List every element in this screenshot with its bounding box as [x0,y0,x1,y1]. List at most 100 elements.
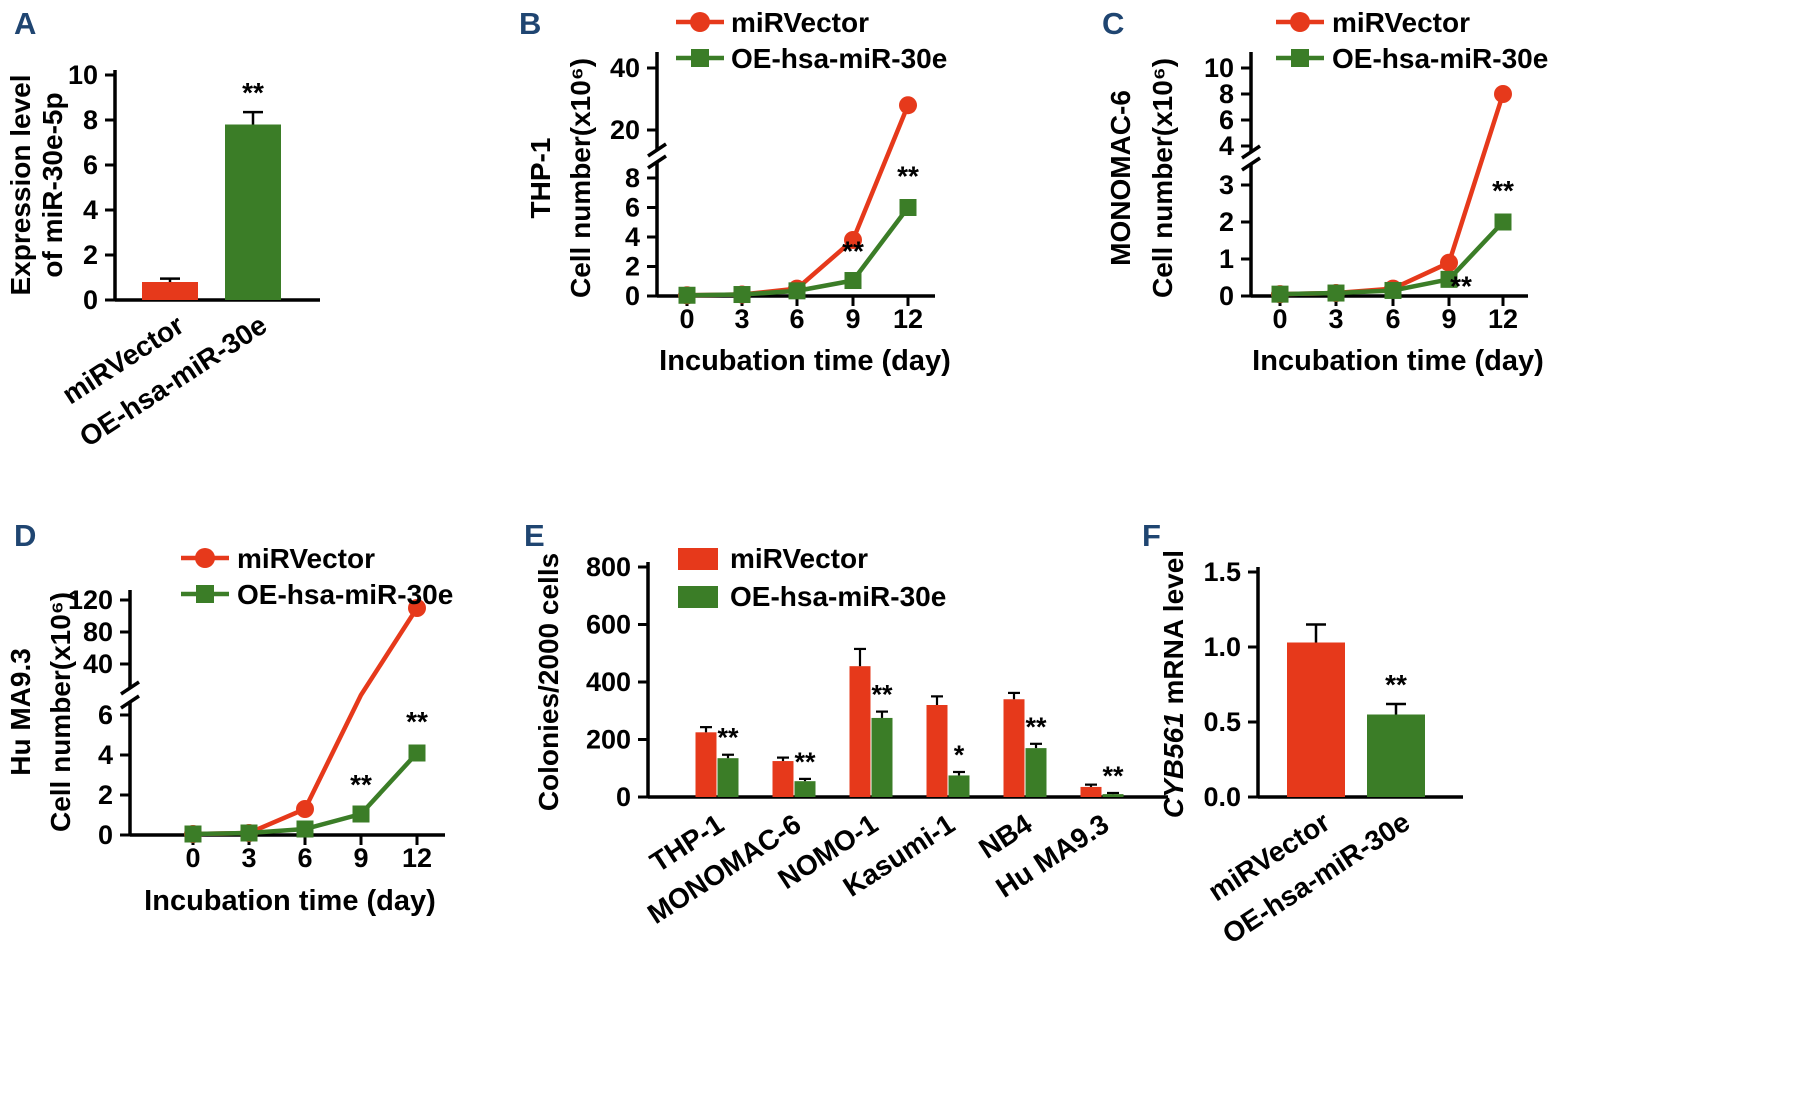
svg-text:6: 6 [1385,304,1400,334]
svg-text:miRVector: miRVector [730,543,868,574]
svg-text:Incubation time (day): Incubation time (day) [1252,345,1544,377]
svg-text:**: ** [1025,712,1047,742]
svg-text:12: 12 [1488,304,1518,334]
svg-text:0: 0 [1219,281,1234,311]
svg-text:6: 6 [1219,105,1234,135]
svg-text:600: 600 [586,610,631,640]
panel-e: E 0 200 400 600 800 ** THP-1 ** MONOMAC-6 ** NOMO-… [510,512,1210,1032]
svg-text:0: 0 [679,304,694,334]
panel-letter-c: C [1102,6,1125,41]
svg-text:3: 3 [1328,304,1343,334]
svg-text:80: 80 [83,617,113,647]
svg-text:8: 8 [625,163,640,193]
svg-text:Cell number(x10⁶): Cell number(x10⁶) [565,58,596,298]
svg-text:6: 6 [789,304,804,334]
svg-text:4: 4 [83,195,98,225]
svg-text:9: 9 [845,304,860,334]
svg-text:0: 0 [625,281,640,311]
panel-e-chart: 0200400600800**THP-1**MONOMAC-6**NOMO-1*… [533,543,1168,930]
svg-text:6: 6 [98,700,113,730]
svg-text:0: 0 [1272,304,1287,334]
svg-text:miRVector: miRVector [731,7,869,38]
svg-text:miRVector: miRVector [237,543,375,574]
svg-text:**: ** [794,747,816,777]
svg-text:40: 40 [83,649,113,679]
svg-text:**: ** [897,161,919,192]
svg-text:9: 9 [1441,304,1456,334]
svg-text:40: 40 [610,53,640,83]
svg-text:800: 800 [586,552,631,582]
svg-text:**: ** [842,236,864,267]
svg-text:1.0: 1.0 [1203,632,1241,662]
svg-text:OE-hsa-miR-30e: OE-hsa-miR-30e [1332,43,1548,74]
svg-text:**: ** [1102,761,1124,791]
svg-text:4: 4 [625,222,640,252]
svg-text:12: 12 [402,843,432,873]
panel-c: C 0 1 2 3 4 6 8 10 0 3 6 9 12 Incubation time (day) **… [1088,0,1678,415]
svg-text:0: 0 [616,782,631,812]
panel-letter-d: D [14,518,37,553]
svg-text:0.5: 0.5 [1203,707,1241,737]
panel-d: D 0 2 4 6 40 80 120 0 3 6 9 12 Incubation time (day)… [0,512,505,942]
svg-text:2: 2 [1219,207,1234,237]
svg-text:3: 3 [1219,170,1234,200]
svg-text:Hu MA9.3: Hu MA9.3 [5,648,36,776]
svg-text:20: 20 [610,115,640,145]
panel-letter-e: E [524,518,546,553]
svg-text:2: 2 [625,252,640,282]
panel-a: A 0 2 4 6 8 10 miRVector ** OE-hsa-miR-30e Expres… [0,0,490,460]
svg-text:6: 6 [83,150,98,180]
svg-text:0: 0 [98,820,113,850]
svg-text:Cell number(x10⁶): Cell number(x10⁶) [1147,58,1178,298]
svg-text:0.0: 0.0 [1203,782,1241,812]
svg-text:Cell number(x10⁶): Cell number(x10⁶) [45,592,76,832]
panel-letter-f: F [1142,518,1162,553]
svg-text:OE-hsa-miR-30e: OE-hsa-miR-30e [730,581,946,612]
svg-text:**: ** [871,680,893,710]
svg-text:OE-hsa-miR-30e: OE-hsa-miR-30e [731,43,947,74]
svg-text:4: 4 [1219,131,1234,161]
svg-text:6: 6 [625,193,640,223]
svg-text:6: 6 [297,843,312,873]
panel-letter-b: B [519,6,542,41]
svg-text:Incubation time (day): Incubation time (day) [659,345,951,377]
svg-text:9: 9 [353,843,368,873]
svg-text:2: 2 [83,240,98,270]
svg-text:8: 8 [1219,79,1234,109]
svg-text:Colonies/2000 cells: Colonies/2000 cells [533,553,564,811]
svg-text:OE-hsa-miR-30e: OE-hsa-miR-30e [237,579,453,610]
panel-a-chart: 0246810miRVector**OE-hsa-miR-30eExpressi… [5,60,320,453]
svg-text:4: 4 [98,740,113,770]
svg-text:**: ** [1450,270,1472,301]
svg-text:THP-1: THP-1 [525,138,556,219]
svg-text:3: 3 [241,843,256,873]
svg-text:2: 2 [98,780,113,810]
svg-text:1.5: 1.5 [1203,557,1241,587]
svg-text:of miR-30e-5p: of miR-30e-5p [37,92,68,277]
svg-text:MONOMAC-6: MONOMAC-6 [1105,90,1136,266]
svg-text:200: 200 [586,725,631,755]
svg-text:**: ** [242,77,264,108]
svg-text:Incubation time (day): Incubation time (day) [144,885,436,917]
panel-b: B 0 2 4 6 8 20 40 0 3 6 9 12 Incubation time (day) **… [505,0,1080,415]
svg-text:0: 0 [83,285,98,315]
svg-text:Expression level: Expression level [5,74,36,295]
svg-text:1: 1 [1219,244,1234,274]
svg-text:10: 10 [68,60,98,90]
svg-text:**: ** [1492,175,1514,206]
panel-f: F 0.0 0.5 1.0 1.5 miRVector ** OE-hsa-miR-30e C… [1128,512,1618,1032]
svg-text:*: * [954,740,965,770]
svg-text:8: 8 [83,105,98,135]
svg-text:miRVector: miRVector [1332,7,1470,38]
svg-text:**: ** [406,706,428,737]
svg-text:**: ** [1385,669,1407,700]
svg-text:0: 0 [185,843,200,873]
svg-text:CYB561 mRNA level: CYB561 mRNA level [1158,550,1189,818]
svg-text:400: 400 [586,667,631,697]
svg-text:**: ** [350,769,372,800]
svg-text:120: 120 [68,585,113,615]
panel-letter-a: A [14,6,37,41]
